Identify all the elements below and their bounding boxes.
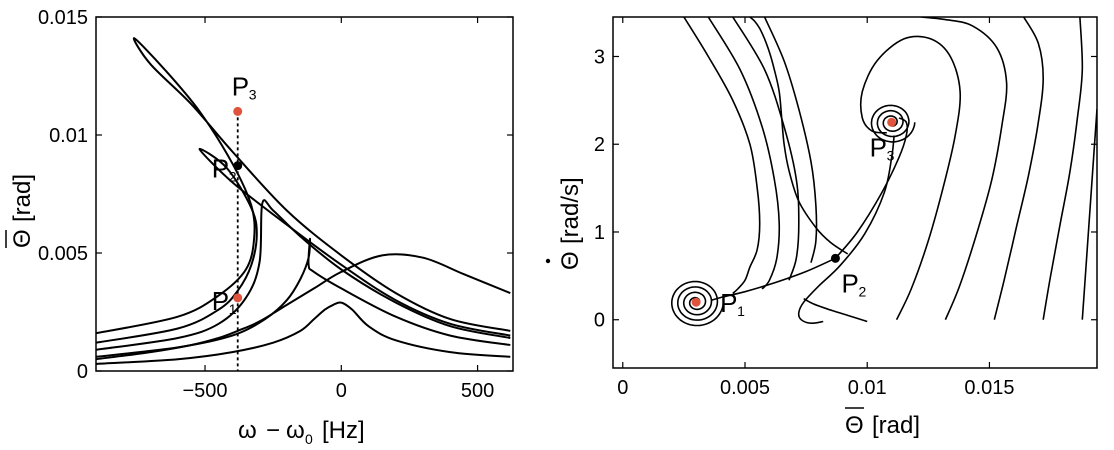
- left-xlabel-omega: ω: [238, 417, 257, 444]
- x-tick-label: 500: [461, 380, 494, 402]
- point-label-sub: 3: [249, 86, 257, 102]
- x-tick-label: 0.005: [720, 377, 770, 399]
- spiral-trajectory: [671, 280, 725, 327]
- point-label-sub: 1: [737, 303, 745, 319]
- series-line: [763, 17, 818, 263]
- right-xlabel-symbol: Θ: [845, 412, 864, 439]
- right-xlabel-unit: [rad]: [872, 412, 920, 439]
- left-xlabel: ω − ω 0 [Hz]: [238, 417, 365, 447]
- series-line: [803, 298, 868, 323]
- series-line: [732, 17, 800, 281]
- left-xlabel-dash: −: [266, 417, 280, 444]
- right-ylabel-symbol: Θ: [557, 251, 584, 270]
- point-label-P3: P: [870, 132, 887, 162]
- point-marker-P1: [233, 293, 243, 303]
- series-line: [749, 17, 849, 255]
- series-line: [707, 17, 781, 290]
- series-line: [683, 17, 761, 295]
- point-marker-P1: [691, 297, 701, 307]
- right-ylabel-unit: [rad/s]: [557, 177, 584, 244]
- left-axes-frame: [95, 16, 514, 372]
- y-tick-label: 0: [77, 361, 88, 383]
- x-tick-label: 0.01: [848, 377, 887, 399]
- left-xlabel-omega0: ω: [286, 417, 305, 444]
- point-label-sub: 1: [229, 301, 237, 317]
- series-line: [1081, 109, 1097, 320]
- point-label-P1: P: [720, 288, 737, 318]
- right-ylabel: Θ [rad/s]: [545, 177, 584, 270]
- y-tick-label: 3: [594, 46, 605, 68]
- series-line: [96, 147, 511, 344]
- x-tick-label: 0: [617, 377, 628, 399]
- point-label-P2: P: [212, 154, 229, 184]
- left-xlabel-sub: 0: [305, 431, 313, 447]
- point-marker-P2: [233, 161, 243, 171]
- series-line: [96, 37, 511, 335]
- series-line: [860, 35, 962, 321]
- y-tick-label: 2: [594, 134, 605, 156]
- series-group: [671, 17, 1097, 327]
- series-line: [96, 301, 511, 365]
- x-tick-label: 0.015: [964, 377, 1014, 399]
- x-tick-label: 0: [336, 380, 347, 402]
- left-ylabel-symbol: Θ: [9, 229, 36, 248]
- series-group: [96, 37, 511, 371]
- point-label-sub: 2: [858, 283, 866, 299]
- series-line: [710, 257, 836, 302]
- point-marker-P3: [233, 106, 243, 116]
- series-line: [834, 117, 909, 259]
- series-line: [1042, 17, 1084, 320]
- point-label-sub: 2: [229, 169, 237, 185]
- point-label-sub: 3: [887, 147, 895, 163]
- y-tick-label: 0: [594, 310, 605, 332]
- point-label-P3: P: [232, 71, 249, 101]
- y-tick-label: 1: [594, 222, 605, 244]
- right-xlabel: Θ [rad]: [845, 407, 920, 439]
- right-axes-frame: [612, 16, 1098, 369]
- right-ylabel-dot: [545, 258, 551, 264]
- y-tick-label: 0.005: [38, 243, 88, 265]
- point-label-P1: P: [212, 286, 229, 316]
- series-line: [96, 253, 511, 361]
- spiral-trajectory: [870, 104, 916, 143]
- x-tick-label: −500: [182, 380, 227, 402]
- left-xlabel-unit: [Hz]: [322, 417, 365, 444]
- point-marker-P3: [887, 117, 897, 127]
- series-line: [993, 17, 1045, 320]
- left-ylabel-unit: [rad]: [9, 174, 36, 222]
- series-line: [96, 237, 511, 358]
- left-ylabel: Θ [rad]: [5, 174, 36, 248]
- point-marker-P2: [830, 253, 840, 263]
- y-tick-label: 0.015: [38, 7, 88, 29]
- series-line: [96, 199, 511, 351]
- y-tick-label: 0.01: [49, 125, 88, 147]
- series-line: [920, 17, 1008, 321]
- series-line: [797, 135, 895, 325]
- point-label-P2: P: [841, 268, 858, 298]
